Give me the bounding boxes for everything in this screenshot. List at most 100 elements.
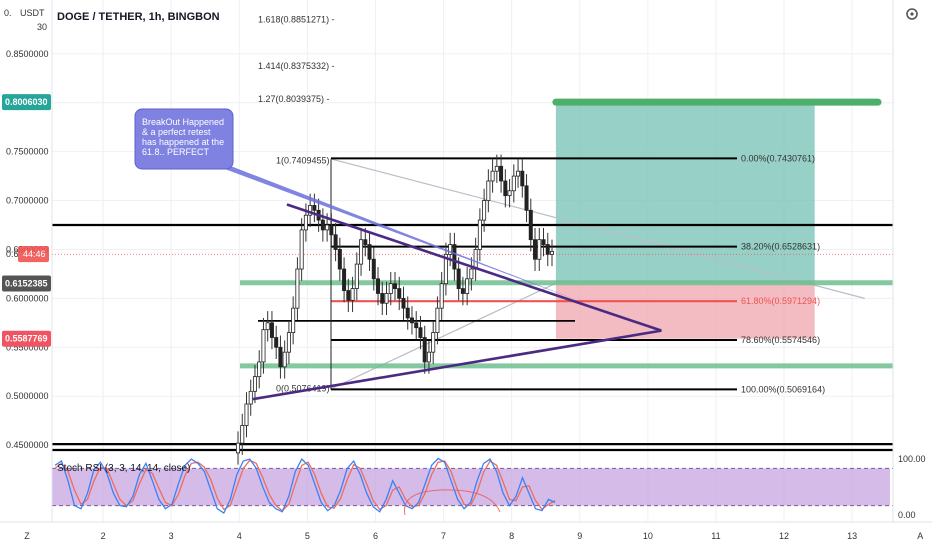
trendlines — [252, 203, 662, 401]
candle-body — [550, 251, 555, 255]
price-tag-label: 0.8006030 — [5, 97, 48, 107]
top-mark-left: 0. — [4, 8, 12, 18]
x-tick-label: 2 — [101, 531, 106, 541]
candle-body — [405, 307, 410, 319]
gear-icon-ring — [906, 8, 918, 20]
y-tick-label: 0.6000000 — [6, 293, 49, 303]
candle-body — [524, 185, 529, 211]
candle-body — [541, 239, 546, 245]
candle-body — [397, 288, 402, 299]
fib-extension-label: 0(0.5076419) — [276, 384, 330, 394]
candles — [235, 154, 555, 465]
fib-extension-label: 1.618(0.8851271) - — [258, 14, 335, 24]
callout-line-1: BreakOut Happened — [142, 117, 224, 127]
profit-zone — [555, 102, 815, 284]
loss-zone — [555, 283, 815, 339]
candle-body — [282, 351, 287, 368]
candle-body — [261, 329, 266, 363]
callout-box — [134, 108, 234, 170]
fib-extension-label: 1.27(0.8039375) - — [258, 94, 330, 104]
candle-body — [312, 205, 317, 211]
gear-icon[interactable] — [906, 8, 918, 20]
candle-body — [422, 337, 427, 363]
price-tag-label: 0.5587769 — [5, 334, 48, 344]
candle-body — [235, 442, 240, 454]
price-axis-bg — [893, 0, 932, 550]
candle-body — [308, 205, 313, 216]
candle-body — [371, 258, 376, 280]
countdown-tag — [18, 246, 49, 263]
candle-body — [291, 307, 296, 334]
candle-body — [507, 190, 512, 197]
candle-body — [511, 175, 516, 192]
countdown-label: 44:46 — [23, 249, 46, 259]
stoch-rsi-title: Stoch RSI (3, 3, 14, 14, close) — [57, 463, 190, 474]
candle-body — [274, 337, 279, 348]
price-axis[interactable]: 100.00 0.00 — [892, 0, 932, 550]
candle-body — [240, 425, 245, 444]
candle-body — [431, 332, 436, 353]
fib-retracement-label: 78.60%(0.5574546) — [741, 335, 820, 345]
candle-body — [299, 229, 304, 270]
price-prefix: 0.6 — [6, 249, 19, 259]
x-tick-label: A — [917, 531, 923, 541]
fib-retracement-label: 100.00%(0.5069164) — [741, 384, 825, 394]
candle-body — [409, 317, 414, 324]
callout[interactable]: BreakOut Happened & a perfect retest has… — [134, 108, 577, 300]
candle-body — [401, 297, 406, 309]
candle-body — [269, 322, 274, 338]
candle-body — [418, 327, 423, 338]
y-tick-label: 0.8500000 — [6, 49, 49, 59]
stoch-rsi-k-line — [54, 457, 556, 514]
x-tick-label: Z — [24, 531, 30, 541]
candle-body — [252, 376, 257, 392]
x-tick-label: 12 — [779, 531, 789, 541]
candle-body — [295, 268, 300, 309]
candle-body — [380, 293, 385, 304]
candle-body — [477, 219, 482, 250]
candle-body — [359, 239, 364, 265]
fib-diagonal — [329, 158, 865, 299]
x-tick-label: 6 — [373, 531, 378, 541]
x-tick-label: 10 — [643, 531, 653, 541]
candle-body — [494, 165, 499, 172]
y-tick-label: 0.5000000 — [6, 391, 49, 401]
stoch-rsi-annotation — [403, 489, 501, 516]
y-tick-label: 0.5500000 — [6, 342, 49, 352]
stoch-rsi-d-line — [54, 459, 556, 512]
y-tick-label: 0.7500000 — [6, 147, 49, 157]
candle-body — [456, 268, 461, 289]
chart-title: DOGE / TETHER, 1h, BINGBON — [57, 11, 220, 23]
fib-extension-label: 1.414(0.8375332) - — [258, 61, 335, 71]
price-tag-label: 0.6152385 — [5, 278, 48, 288]
x-tick-label: 9 — [577, 531, 582, 541]
candle-body — [545, 244, 550, 255]
candle-body — [426, 351, 431, 363]
stoch-rsi-pane: Stoch RSI (3, 3, 14, 14, close) — [52, 457, 893, 516]
time-axis[interactable]: Z 2 3 4 5 6 7 8 9 10 11 12 13 A — [0, 521, 932, 550]
price-tags: 0.8006030 0.6 44:46 0.6152385 0.5587769 — [2, 94, 51, 347]
x-tick-label: 8 — [509, 531, 514, 541]
horizontal-levels — [52, 223, 893, 452]
candle-body — [435, 307, 440, 334]
x-tick-label: 7 — [441, 531, 446, 541]
fib-retracement-label: 61.80%(0.5971294) — [741, 296, 820, 306]
candle-body — [537, 239, 542, 260]
y-tick-label: 0.4500000 — [6, 440, 49, 450]
candle-body — [265, 322, 270, 331]
candle-body — [503, 180, 508, 197]
price-tag — [2, 275, 51, 292]
candle-body — [329, 224, 334, 236]
candle-body — [490, 170, 495, 182]
candle-body — [388, 283, 393, 294]
candle-body — [460, 288, 465, 294]
candle-body — [473, 249, 478, 270]
price-tag — [2, 94, 51, 111]
callout-line-2: & a perfect retest — [142, 127, 211, 137]
candle-body — [257, 361, 262, 378]
candle-body — [516, 170, 521, 177]
fib-retracement-label: 38.20%(0.6528631) — [741, 242, 820, 252]
fib-retracement-label: 0.00%(0.7430761) — [741, 153, 815, 163]
x-tick-label: 3 — [169, 531, 174, 541]
